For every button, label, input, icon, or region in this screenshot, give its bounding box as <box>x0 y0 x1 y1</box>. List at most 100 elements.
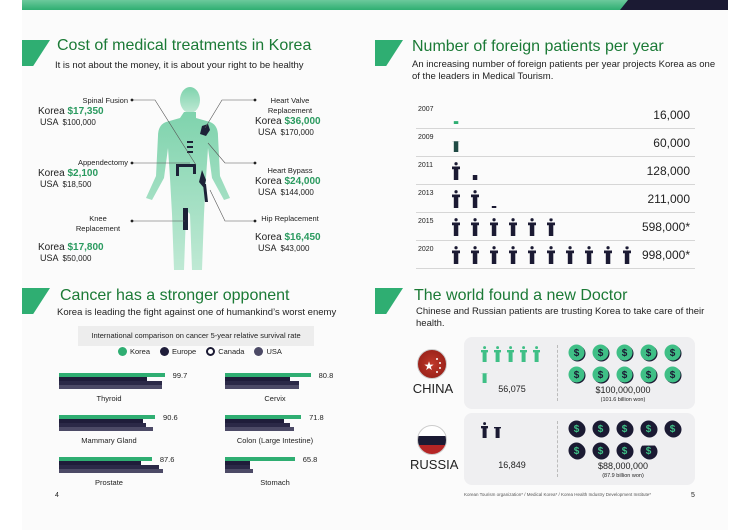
spend-amount: $88,000,000 <box>597 461 649 471</box>
person-icon <box>585 246 594 264</box>
korea-label: Korea <box>38 168 65 179</box>
legend-item-usa: USA <box>254 347 282 356</box>
patient-count: 60,000 <box>653 136 690 150</box>
bar-canada <box>225 381 300 385</box>
russia-flag-icon <box>417 425 447 455</box>
usa-label: USA <box>258 187 277 197</box>
svg-text:$: $ <box>670 370 676 381</box>
dollar-coin-icon: $ <box>592 420 610 438</box>
usa-label: USA <box>40 117 59 127</box>
legend-label: Canada <box>218 347 245 356</box>
usa-price: USA $18,500 <box>28 179 128 189</box>
patient-count: 56,075 <box>498 384 526 394</box>
person-icon <box>452 218 461 236</box>
patient-count: 211,000 <box>647 192 691 206</box>
person-icon <box>547 246 556 264</box>
person-icon <box>547 218 556 236</box>
korea-price-value: $16,450 <box>284 232 321 243</box>
bar-europe <box>59 419 143 423</box>
spend-amount: $100,000,000 <box>595 385 651 395</box>
korea-price-value: $17,350 <box>67 106 104 117</box>
bar-usa <box>225 385 300 389</box>
year-label: 2015 <box>418 218 434 225</box>
person-icon <box>509 246 518 264</box>
dollar-coin-icon: $ <box>592 442 610 460</box>
person-icon <box>533 346 541 362</box>
korea-label: Korea <box>255 116 282 127</box>
korea-label: Korea <box>38 242 65 253</box>
bar-value-label: 99.7 <box>172 371 188 380</box>
treatment-item: Hip Replacement Korea $16,450 USA $43,000 <box>255 214 325 253</box>
usa-price-value: $43,000 <box>280 244 310 253</box>
svg-text:$: $ <box>574 348 580 359</box>
treatment-name: Appendectomy <box>77 158 128 167</box>
usa-label: USA <box>258 127 277 137</box>
korea-price: Korea $24,000 <box>255 176 325 187</box>
legend-swatch-icon <box>206 347 216 356</box>
year-label: 2011 <box>418 162 434 169</box>
bar-canada <box>59 465 159 469</box>
svg-text:$: $ <box>622 370 628 381</box>
person-icon <box>471 246 480 264</box>
category-label: Thyroid <box>96 394 122 403</box>
usa-price-value: $100,000 <box>62 118 96 127</box>
person-icon <box>566 246 575 264</box>
legend-item-korea: Korea <box>118 347 150 356</box>
bar-korea <box>225 457 295 461</box>
person-icon <box>452 246 461 264</box>
svg-text:$: $ <box>574 446 580 457</box>
svg-text:$: $ <box>646 370 652 381</box>
usa-price: USA $170,000 <box>255 127 325 137</box>
person-icon <box>471 174 479 180</box>
row-divider <box>416 240 695 241</box>
dollar-coin-icon: $ <box>664 344 682 362</box>
heart-icon <box>200 124 210 136</box>
dollar-coin-icon: $ <box>592 344 610 362</box>
treatment-name: Hip Replacement <box>261 214 319 223</box>
treatment-name: Heart Valve Replacement <box>267 96 313 115</box>
legend-swatch-icon <box>254 347 264 356</box>
svg-text:$: $ <box>598 348 604 359</box>
year-label: 2007 <box>418 106 434 113</box>
korea-price-value: $2,100 <box>67 168 99 179</box>
person-icon <box>509 218 518 236</box>
bar-value-label: 87.6 <box>159 455 175 464</box>
person-icon <box>452 121 460 124</box>
bar-value-label: 90.6 <box>163 413 178 422</box>
legend-label: Korea <box>130 347 151 356</box>
svg-text:$: $ <box>622 348 628 359</box>
legend-label: USA <box>266 347 282 356</box>
bar-europe <box>225 461 251 465</box>
chart-legend: Korea Europe Canada USA <box>118 347 282 356</box>
human-body-figure <box>146 87 230 270</box>
korea-price: Korea $17,800 <box>28 242 128 253</box>
korea-price: Korea $17,350 <box>28 106 128 117</box>
dollar-coin-icon: $ <box>640 366 658 384</box>
dollar-coin-icon: $ <box>568 344 586 362</box>
treatment-item: Appendectomy Korea $2,100 USA $18,500 <box>28 158 128 189</box>
svg-text:$: $ <box>670 424 676 435</box>
bar-value-label: 80.8 <box>318 371 334 380</box>
row-divider <box>416 128 695 129</box>
page-number-left: 4 <box>55 492 59 499</box>
svg-text:$: $ <box>598 446 604 457</box>
bar-usa <box>59 385 162 389</box>
treatment-item: Knee Replacement Korea $17,800 USA $50,000 <box>28 214 128 263</box>
cancer-subtitle: Korea is leading the fight against one o… <box>57 307 337 318</box>
bar-usa <box>59 469 163 473</box>
usa-label: USA <box>40 179 59 189</box>
svg-text:$: $ <box>646 424 652 435</box>
bar-usa <box>225 469 253 473</box>
treatment-item: Spinal Fusion Korea $17,350 USA $100,000 <box>28 96 128 127</box>
korea-price: Korea $16,450 <box>255 232 325 243</box>
dollar-coin-icon: $ <box>616 366 634 384</box>
category-label: Mammary Gland <box>81 436 137 445</box>
person-icon <box>623 246 632 264</box>
bar-korea <box>59 415 156 419</box>
patient-count: 16,849 <box>498 460 526 470</box>
usa-price-value: $18,500 <box>62 180 92 189</box>
usa-price-value: $50,000 <box>62 254 92 263</box>
korea-price-value: $17,800 <box>67 242 104 253</box>
person-icon <box>528 218 537 236</box>
year-label: 2020 <box>418 246 434 253</box>
